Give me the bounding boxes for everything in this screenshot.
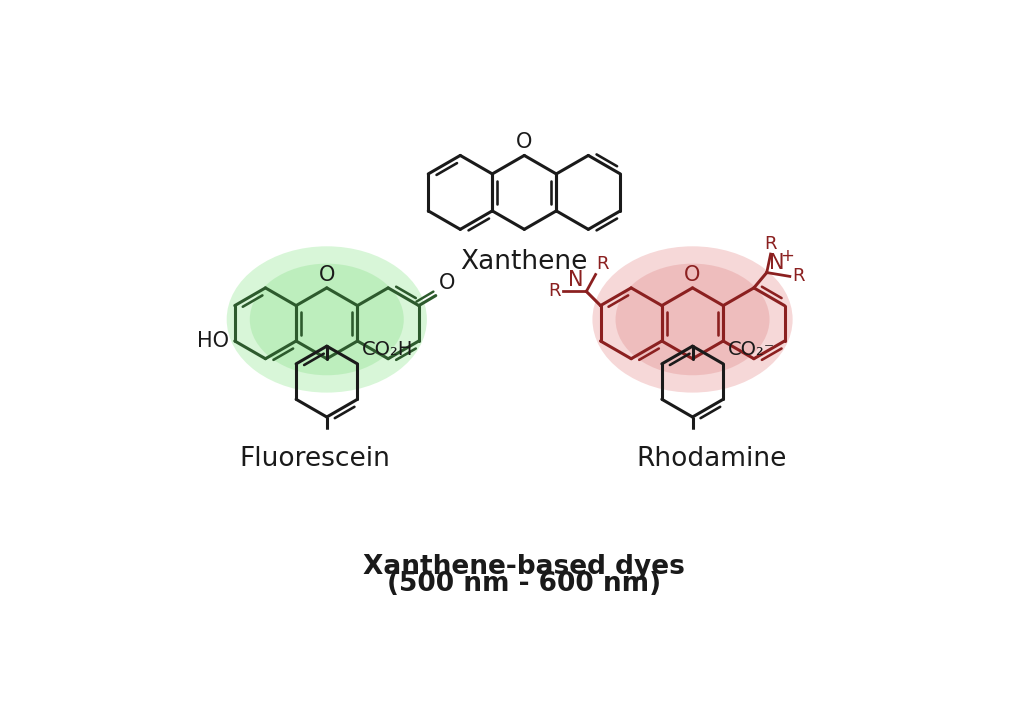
Text: Rhodamine: Rhodamine <box>636 446 787 472</box>
Text: HO: HO <box>196 331 228 351</box>
Text: Xanthene-based dyes: Xanthene-based dyes <box>363 553 685 580</box>
Text: Fluorescein: Fluorescein <box>239 446 391 472</box>
Text: +: + <box>780 247 794 265</box>
Text: O: O <box>684 265 701 285</box>
Ellipse shape <box>227 246 427 393</box>
Ellipse shape <box>592 246 793 393</box>
Ellipse shape <box>616 264 769 375</box>
Text: O: O <box>516 133 533 152</box>
Text: Xanthene: Xanthene <box>460 249 588 275</box>
Text: R: R <box>764 235 776 252</box>
Text: CO₂H: CO₂H <box>362 341 413 360</box>
Text: R: R <box>548 283 561 300</box>
Text: O: O <box>439 274 455 293</box>
Text: CO₂⁻: CO₂⁻ <box>727 341 775 360</box>
Ellipse shape <box>250 264 404 375</box>
Text: R: R <box>792 267 805 286</box>
Text: O: O <box>318 265 335 285</box>
Text: N: N <box>568 270 583 290</box>
Text: (500 nm - 600 nm): (500 nm - 600 nm) <box>388 570 661 596</box>
Text: N: N <box>769 252 785 273</box>
Text: R: R <box>596 255 609 273</box>
